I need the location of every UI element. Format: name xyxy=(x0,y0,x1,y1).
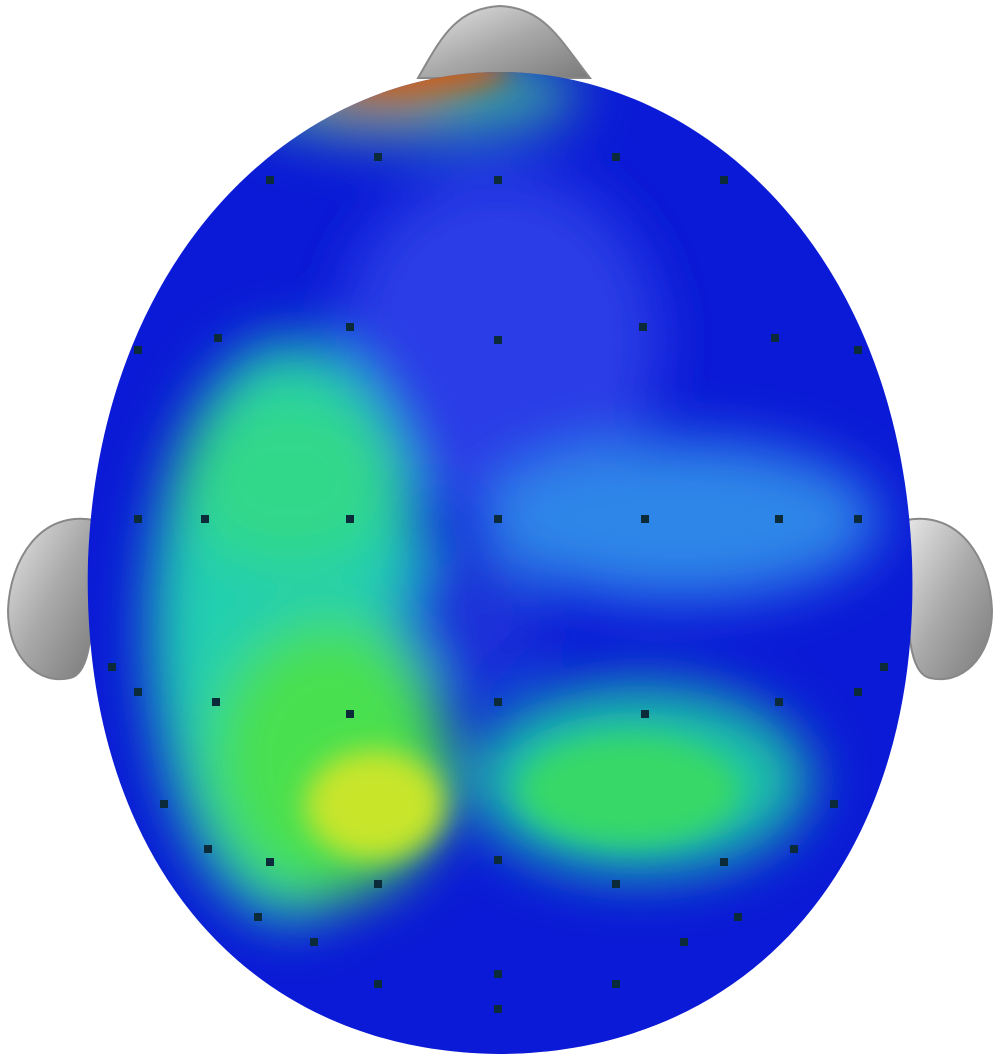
nose xyxy=(416,4,593,79)
electrodes xyxy=(108,153,888,1013)
right-ear xyxy=(904,517,994,681)
left-ear xyxy=(6,517,96,681)
